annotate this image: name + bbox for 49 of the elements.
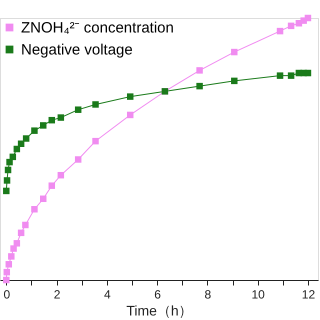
point [92, 101, 99, 108]
point [74, 106, 82, 113]
point [196, 82, 203, 90]
point [126, 112, 134, 118]
point [126, 93, 134, 100]
point [8, 253, 15, 260]
point [6, 158, 13, 166]
x-tick-label: 8 [204, 288, 212, 302]
point [40, 122, 46, 129]
x-tick-label: 4 [104, 288, 111, 302]
point [4, 166, 12, 174]
point [58, 114, 64, 121]
point [10, 245, 17, 252]
point [288, 22, 294, 30]
point [18, 140, 24, 147]
point [231, 48, 238, 56]
point [3, 276, 10, 284]
legend-label: ZNOH₄²⁻ concentration [21, 20, 174, 36]
x-axis-title: Time（h） [126, 302, 193, 318]
point [22, 222, 29, 228]
point [14, 240, 20, 247]
point [58, 172, 64, 178]
point [48, 116, 56, 124]
point [6, 261, 12, 268]
point [31, 206, 38, 212]
point [22, 135, 30, 142]
point [92, 138, 99, 144]
point [4, 268, 10, 276]
point [48, 182, 56, 189]
x-tick-label: 10 [251, 288, 266, 302]
point [196, 67, 203, 74]
point [4, 177, 10, 184]
point [18, 230, 24, 236]
point [31, 127, 38, 134]
x-tick-label: 12 [302, 288, 316, 302]
x-tick-label: 6 [154, 288, 162, 302]
point [304, 70, 312, 76]
point [3, 188, 10, 194]
x-tick-label: 0 [3, 288, 10, 302]
point [288, 72, 294, 79]
point [276, 28, 284, 34]
legend-label: Negative voltage [21, 42, 133, 58]
x-tick-label: 2 [54, 288, 61, 302]
point [231, 78, 238, 84]
point [40, 196, 46, 202]
point [276, 72, 284, 79]
point [304, 14, 312, 22]
point [10, 154, 16, 160]
point [74, 156, 82, 163]
